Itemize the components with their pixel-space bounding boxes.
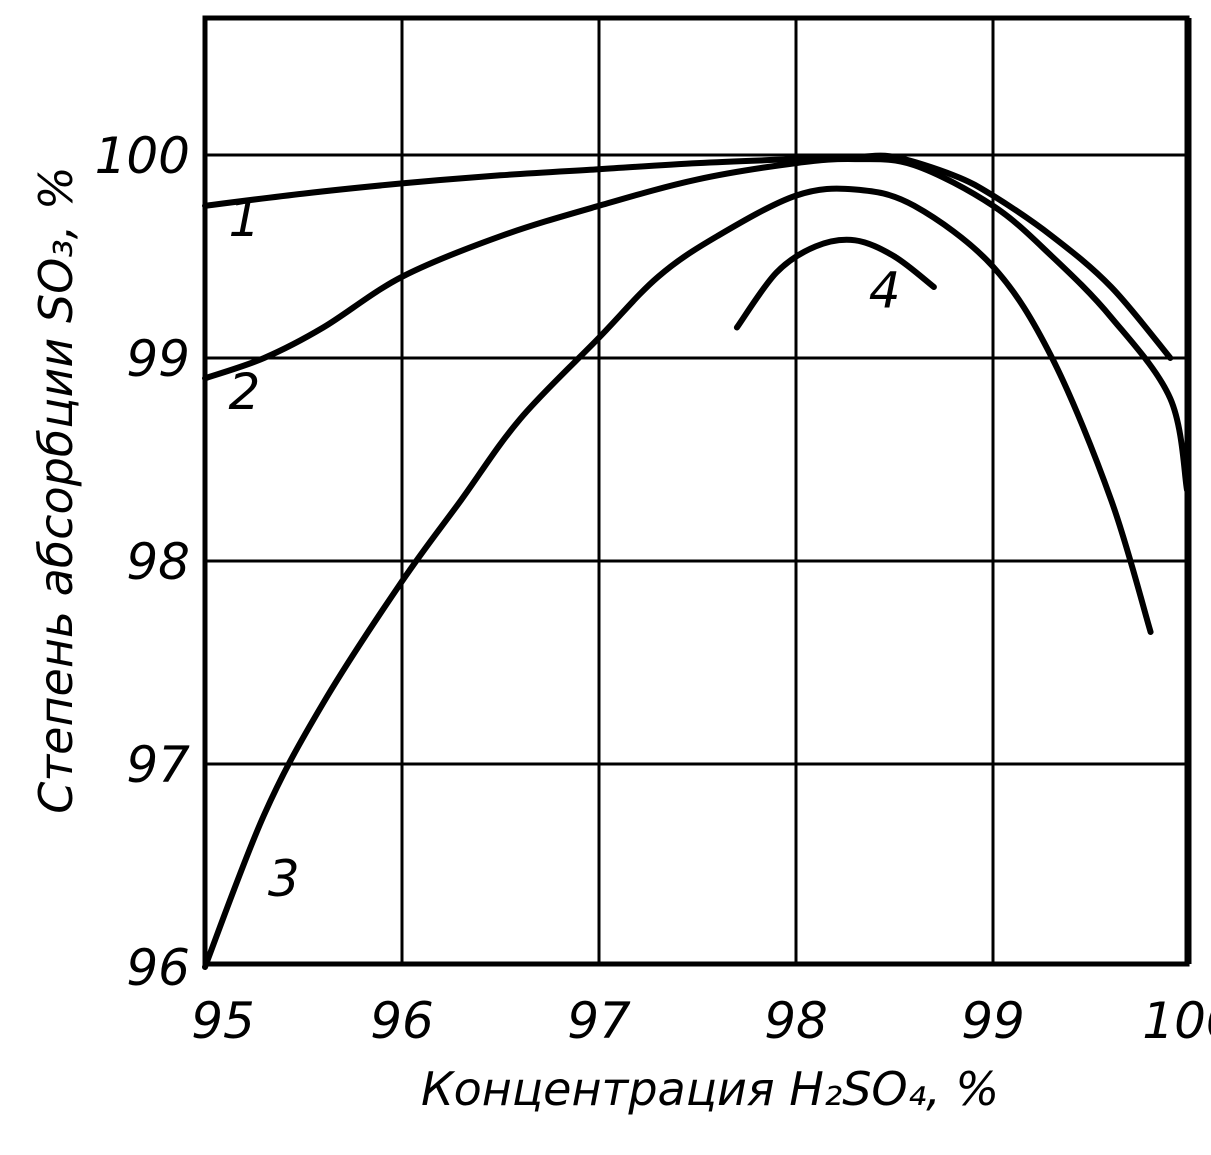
x-tick-label: 96	[370, 992, 434, 1050]
curve-label-1: 1	[228, 190, 260, 248]
x-tick-labels: 95 96 97 98 99 100	[191, 992, 1211, 1050]
y-tick-label: 99	[126, 330, 190, 388]
y-axis-label: Степень абсорбции SO₃, %	[29, 166, 83, 813]
y-tick-label: 97	[126, 736, 190, 794]
x-tick-label: 99	[961, 992, 1025, 1050]
series-line-3	[202, 185, 1154, 970]
x-tick-label: 97	[567, 992, 631, 1050]
curve-labels: 1 2 3 4	[228, 190, 900, 908]
x-tick-label: 100	[1142, 992, 1211, 1050]
grid	[205, 18, 1192, 964]
curve-label-3: 3	[268, 850, 300, 908]
x-axis-label: Концентрация H₂SO₄, %	[421, 1062, 999, 1116]
y-tick-labels: 96 97 98 99 100	[95, 127, 191, 997]
curves	[202, 152, 1190, 970]
series-line-1	[202, 152, 1174, 361]
series-line-4	[733, 236, 937, 331]
series-line-2	[202, 156, 1190, 493]
y-tick-label: 100	[95, 127, 190, 185]
curve-label-2: 2	[228, 363, 260, 421]
x-tick-label: 98	[764, 992, 828, 1050]
curve-label-4: 4	[869, 261, 901, 319]
y-tick-label: 98	[126, 533, 190, 591]
y-tick-label: 96	[126, 939, 190, 997]
plot-frame	[202, 15, 1190, 967]
x-tick-label: 95	[191, 992, 255, 1050]
